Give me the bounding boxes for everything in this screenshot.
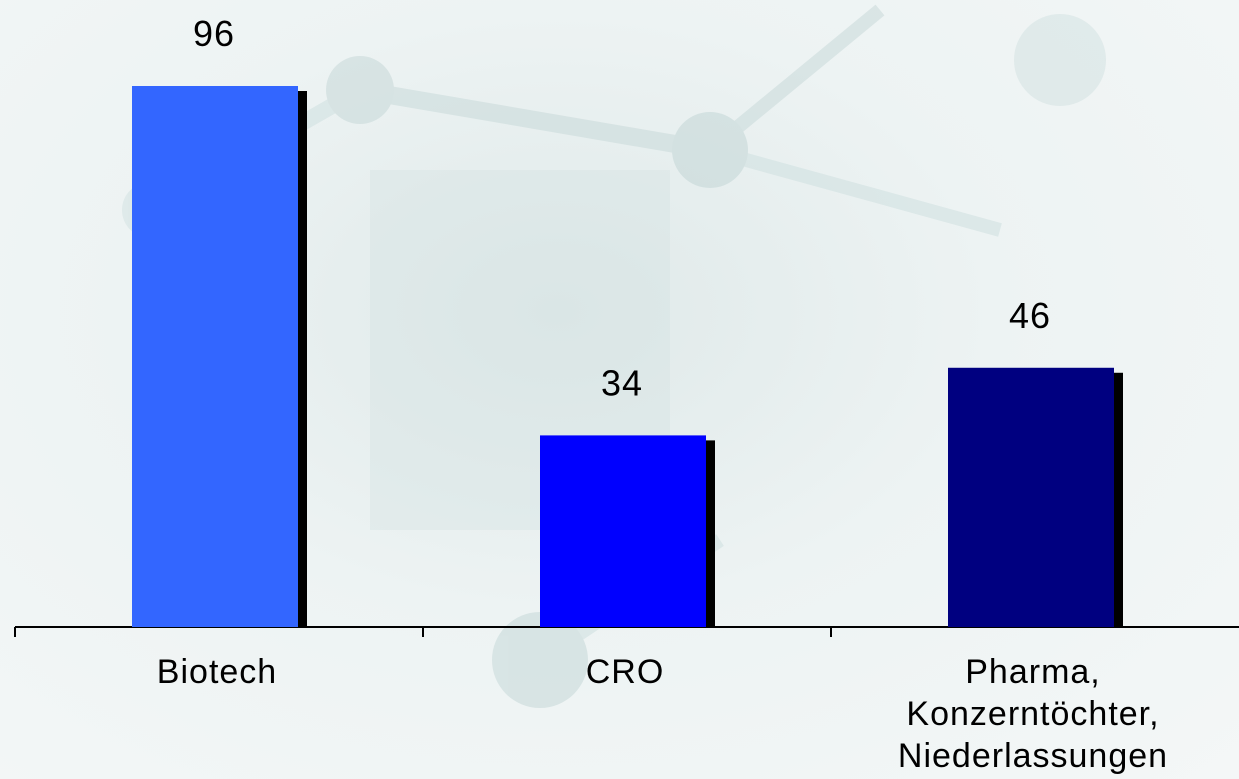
category-label: Biotech xyxy=(157,653,277,691)
data-label: 96 xyxy=(193,13,235,54)
data-label: 46 xyxy=(1009,295,1051,336)
data-label: 34 xyxy=(601,362,643,403)
category-label: Pharma, Konzerntöchter, Niederlassungen xyxy=(898,653,1168,775)
bar-1 xyxy=(132,86,298,627)
bar-3 xyxy=(948,367,1114,627)
category-label: CRO xyxy=(586,653,665,691)
bar-2 xyxy=(540,435,706,627)
